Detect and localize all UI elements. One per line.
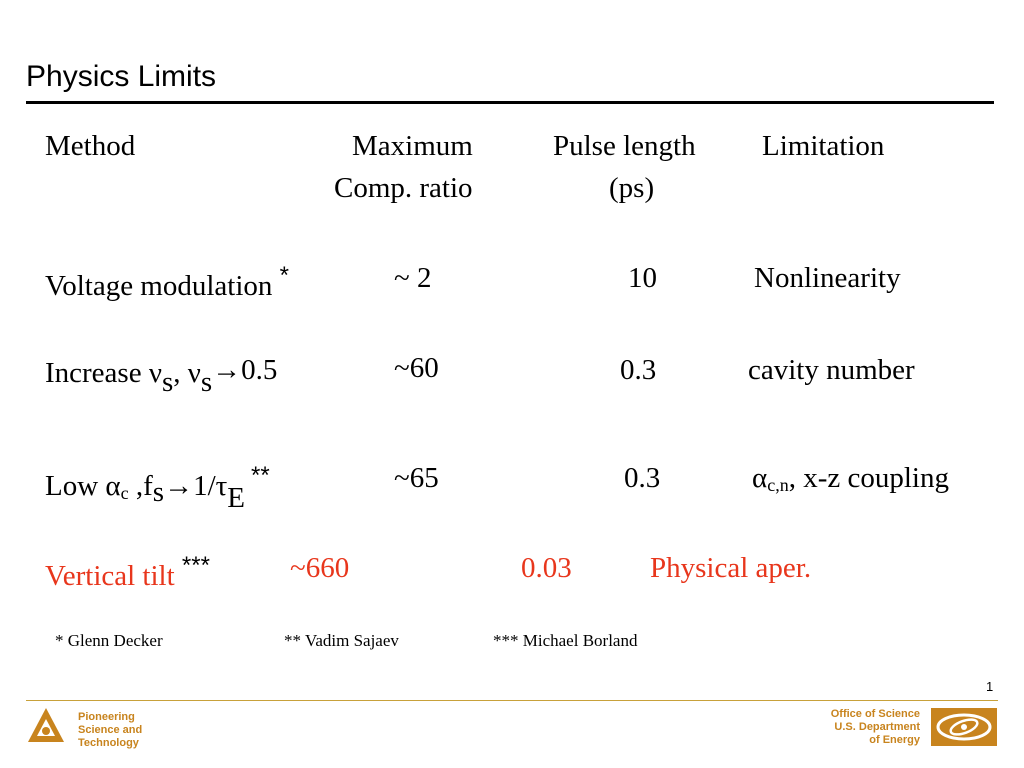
footer-divider [26,700,998,701]
row4-ratio: ~660 [290,552,350,584]
header-pulse-unit: (ps) [609,172,655,204]
row1-method: Voltage modulation * [45,262,289,303]
header-pulse-length: Pulse length [553,130,696,162]
row3-limitation: αc,n, x-z coupling [752,462,949,496]
row4-footnote-mark: *** [181,552,210,579]
row1-method-text: Voltage modulation [45,270,273,302]
footer-right-line2: U.S. Department [834,721,920,733]
row2-ratio: ~60 [394,352,439,384]
row3-method-b: ,f [128,470,153,502]
row3-footnote-mark: ** [251,462,270,489]
row3-method: Low αc ,fs→1/τE** [45,462,270,515]
footer-left-line2: Science and [78,724,143,736]
row3-sub1: c [120,483,129,503]
footer-left-text: Pioneering Science and Technology [78,711,142,750]
row3-pulse: 0.3 [624,462,661,494]
footnote-second: ** Vadim Sajaev [284,631,399,650]
header-comp-ratio: Comp. ratio [334,172,473,204]
row3-method-c: →1/τ [164,470,228,502]
row3-sub2: s [152,476,165,508]
footer-right-line3: of Energy [869,734,920,746]
row2-method-b: , ν [173,357,201,389]
row2-limitation: cavity number [748,354,915,386]
footer-left-line1: Pioneering [78,711,135,723]
row3-limitation-sub: c,n [767,475,789,495]
row3-limitation-rest: , x-z coupling [788,462,949,494]
row2-method-a: Increase ν [45,357,162,389]
row1-pulse: 10 [628,262,657,294]
row4-pulse: 0.03 [521,552,572,584]
row2-method: Increase νs, νs→0.5 [45,354,277,399]
row2-method-c: →0.5 [212,354,278,386]
row3-ratio: ~65 [394,462,439,494]
footer-left-line3: Technology [78,737,139,749]
row2-sub1: s [161,366,174,398]
slide-title: Physics Limits [26,60,217,93]
row2-sub2: s [200,366,213,398]
row4-method: Vertical tilt *** [45,552,210,593]
row1-footnote-mark: * [279,262,290,289]
row4-method-text: Vertical tilt [45,560,175,592]
argonne-logo-icon [26,706,66,746]
title-underline [26,101,994,104]
footer-right-line1: Office of Science [830,708,920,720]
footnote-third: *** Michael Borland [493,631,638,650]
header-limitation: Limitation [762,130,885,162]
row1-ratio: ~ 2 [394,262,432,294]
footer-right-text: Office of Science U.S. Department of Ene… [831,708,920,747]
footnote-first: * Glenn Decker [55,631,163,650]
row3-limitation-greek: α [752,462,768,494]
row2-pulse: 0.3 [620,354,657,386]
row3-method-a: Low α [45,470,121,502]
page-number: 1 [986,679,994,694]
row1-limitation: Nonlinearity [754,262,901,294]
row4-limitation: Physical aper. [650,552,812,584]
doe-logo-icon [931,708,997,746]
row3-sub3: E [227,482,246,514]
header-method: Method [45,130,136,162]
header-maximum: Maximum [352,130,473,162]
